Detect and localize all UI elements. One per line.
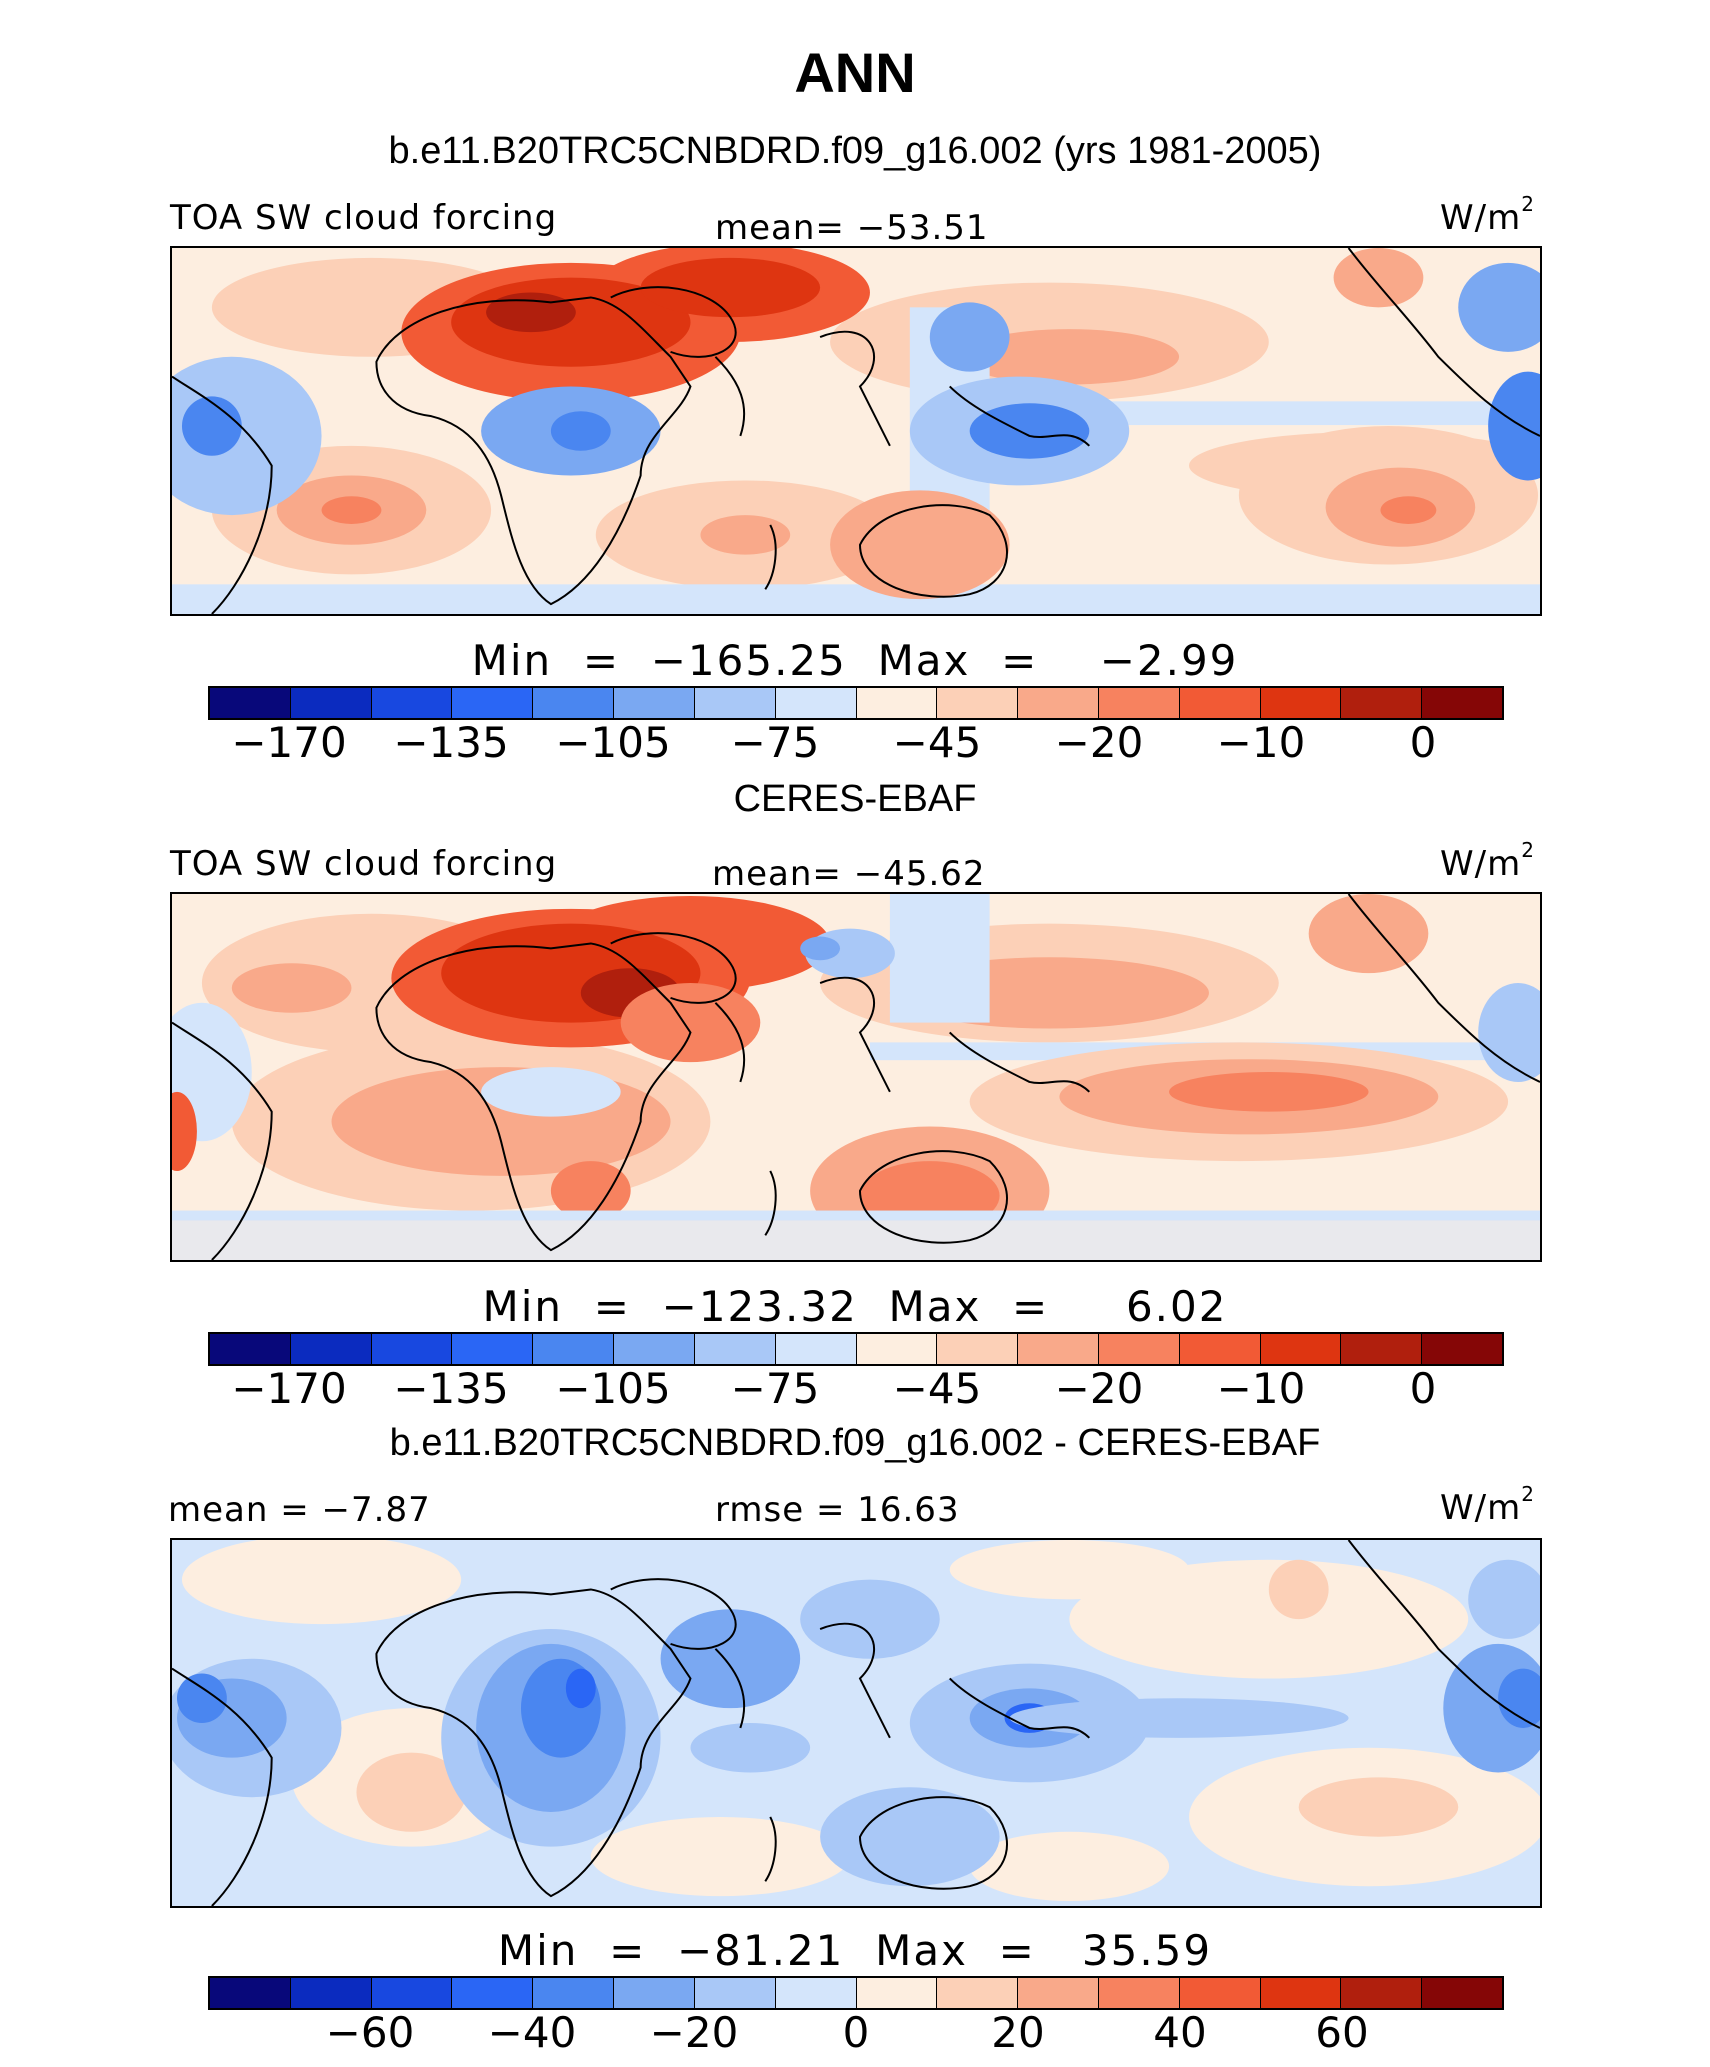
panel-2-minmax: Min = −123.32 Max = 6.02 — [482, 1282, 1228, 1331]
colorbar-tick-label: 60 — [1315, 2008, 1369, 2057]
colorbar-swatch — [694, 688, 776, 718]
colorbar-tick-label: 0 — [1409, 718, 1437, 767]
panel-3-colorbar-ticks: −60 −40 −20 0 20 40 60 — [208, 2008, 1504, 2058]
colorbar-swatch — [937, 1334, 1019, 1364]
colorbar-tick-label: −10 — [1216, 718, 1306, 767]
colorbar-swatch — [290, 1334, 372, 1364]
main-title: ANN — [794, 41, 916, 104]
colorbar-swatch — [1341, 1978, 1423, 2008]
colorbar-tick-label: 40 — [1153, 2008, 1207, 2057]
colorbar-swatch — [937, 688, 1019, 718]
colorbar-tick-label: −45 — [892, 1364, 982, 1413]
colorbar-tick-label: −60 — [325, 2008, 415, 2057]
panel-1-title: b.e11.B20TRC5CNBDRD.f09_g16.002 (yrs 198… — [388, 130, 1322, 172]
colorbar-swatch — [1098, 1978, 1180, 2008]
colorbar-swatch — [452, 1334, 534, 1364]
panel-3-rmse-label: rmse = 16.63 — [715, 1490, 960, 1530]
colorbar-swatch — [210, 1978, 291, 2008]
colorbar-tick-label: −170 — [231, 1364, 347, 1413]
colorbar-tick-label: −40 — [487, 2008, 577, 2057]
panel-2-map — [170, 892, 1542, 1262]
colorbar-swatch — [1018, 1334, 1099, 1364]
colorbar-swatch — [856, 1334, 938, 1364]
panel-1-colorbar — [208, 686, 1504, 720]
colorbar-swatch — [371, 688, 453, 718]
panel-3-units: W/m2 — [1440, 1482, 1535, 1528]
colorbar-swatch — [1018, 1978, 1099, 2008]
panel-2-title: CERES-EBAF — [733, 778, 977, 820]
panel-3-map — [170, 1538, 1542, 1908]
panel-1-variable-label: TOA SW cloud forcing — [170, 198, 558, 238]
colorbar-swatch — [1341, 1334, 1423, 1364]
colorbar-swatch — [1422, 1978, 1502, 2008]
panel-2-colorbar-ticks: −170 −135 −105 −75 −45 −20 −10 0 — [208, 1364, 1504, 1414]
colorbar-swatch — [937, 1978, 1019, 2008]
colorbar-swatch — [1422, 688, 1502, 718]
panel-1-mean-label: mean= −53.51 — [715, 208, 989, 248]
colorbar-tick-label: −75 — [730, 1364, 820, 1413]
panel-1-units: W/m2 — [1440, 192, 1535, 238]
colorbar-tick-label: 0 — [1409, 1364, 1437, 1413]
colorbar-swatch — [856, 688, 938, 718]
colorbar-swatch — [533, 1334, 615, 1364]
colorbar-swatch — [856, 1978, 938, 2008]
colorbar-swatch — [210, 688, 291, 718]
colorbar-swatch — [1098, 688, 1180, 718]
panel-2-variable-label: TOA SW cloud forcing — [170, 844, 558, 884]
colorbar-swatch — [614, 688, 695, 718]
colorbar-tick-label: −170 — [231, 718, 347, 767]
colorbar-swatch — [775, 1978, 857, 2008]
panel-3-mean-label: mean = −7.87 — [168, 1490, 431, 1530]
colorbar-swatch — [1018, 688, 1099, 718]
colorbar-swatch — [533, 1978, 615, 2008]
colorbar-swatch — [371, 1978, 453, 2008]
panel-2-mean-label: mean= −45.62 — [712, 854, 986, 894]
panel-1-minmax: Min = −165.25 Max = −2.99 — [471, 636, 1239, 685]
colorbar-swatch — [1179, 1334, 1261, 1364]
colorbar-tick-label: −20 — [649, 2008, 739, 2057]
colorbar-swatch — [775, 688, 857, 718]
colorbar-tick-label: −135 — [393, 718, 509, 767]
colorbar-swatch — [614, 1978, 695, 2008]
colorbar-swatch — [614, 1334, 695, 1364]
colorbar-swatch — [1260, 1978, 1342, 2008]
colorbar-tick-label: −20 — [1054, 1364, 1144, 1413]
colorbar-swatch — [452, 1978, 534, 2008]
panel-2-units: W/m2 — [1440, 838, 1535, 884]
colorbar-tick-label: −10 — [1216, 1364, 1306, 1413]
colorbar-swatch — [1422, 1334, 1502, 1364]
colorbar-swatch — [1341, 688, 1423, 718]
colorbar-tick-label: 20 — [991, 2008, 1045, 2057]
colorbar-swatch — [290, 688, 372, 718]
panel-3-title: b.e11.B20TRC5CNBDRD.f09_g16.002 - CERES-… — [389, 1422, 1321, 1464]
colorbar-swatch — [1179, 688, 1261, 718]
panel-1-map — [170, 246, 1542, 616]
colorbar-swatch — [694, 1978, 776, 2008]
colorbar-swatch — [533, 688, 615, 718]
panel-1-colorbar-ticks: −170 −135 −105 −75 −45 −20 −10 0 — [208, 718, 1504, 768]
panel-3-minmax: Min = −81.21 Max = 35.59 — [497, 1926, 1213, 1975]
colorbar-tick-label: −105 — [555, 1364, 671, 1413]
colorbar-swatch — [371, 1334, 453, 1364]
colorbar-tick-label: −45 — [892, 718, 982, 767]
colorbar-tick-label: −20 — [1054, 718, 1144, 767]
colorbar-tick-label: 0 — [842, 2008, 870, 2057]
colorbar-swatch — [1260, 688, 1342, 718]
colorbar-swatch — [1179, 1978, 1261, 2008]
colorbar-swatch — [694, 1334, 776, 1364]
colorbar-swatch — [210, 1334, 291, 1364]
colorbar-swatch — [290, 1978, 372, 2008]
colorbar-tick-label: −135 — [393, 1364, 509, 1413]
colorbar-swatch — [775, 1334, 857, 1364]
colorbar-tick-label: −75 — [730, 718, 820, 767]
colorbar-swatch — [1260, 1334, 1342, 1364]
colorbar-tick-label: −105 — [555, 718, 671, 767]
colorbar-swatch — [452, 688, 534, 718]
panel-2-colorbar — [208, 1332, 1504, 1366]
colorbar-swatch — [1098, 1334, 1180, 1364]
panel-3-colorbar — [208, 1976, 1504, 2010]
